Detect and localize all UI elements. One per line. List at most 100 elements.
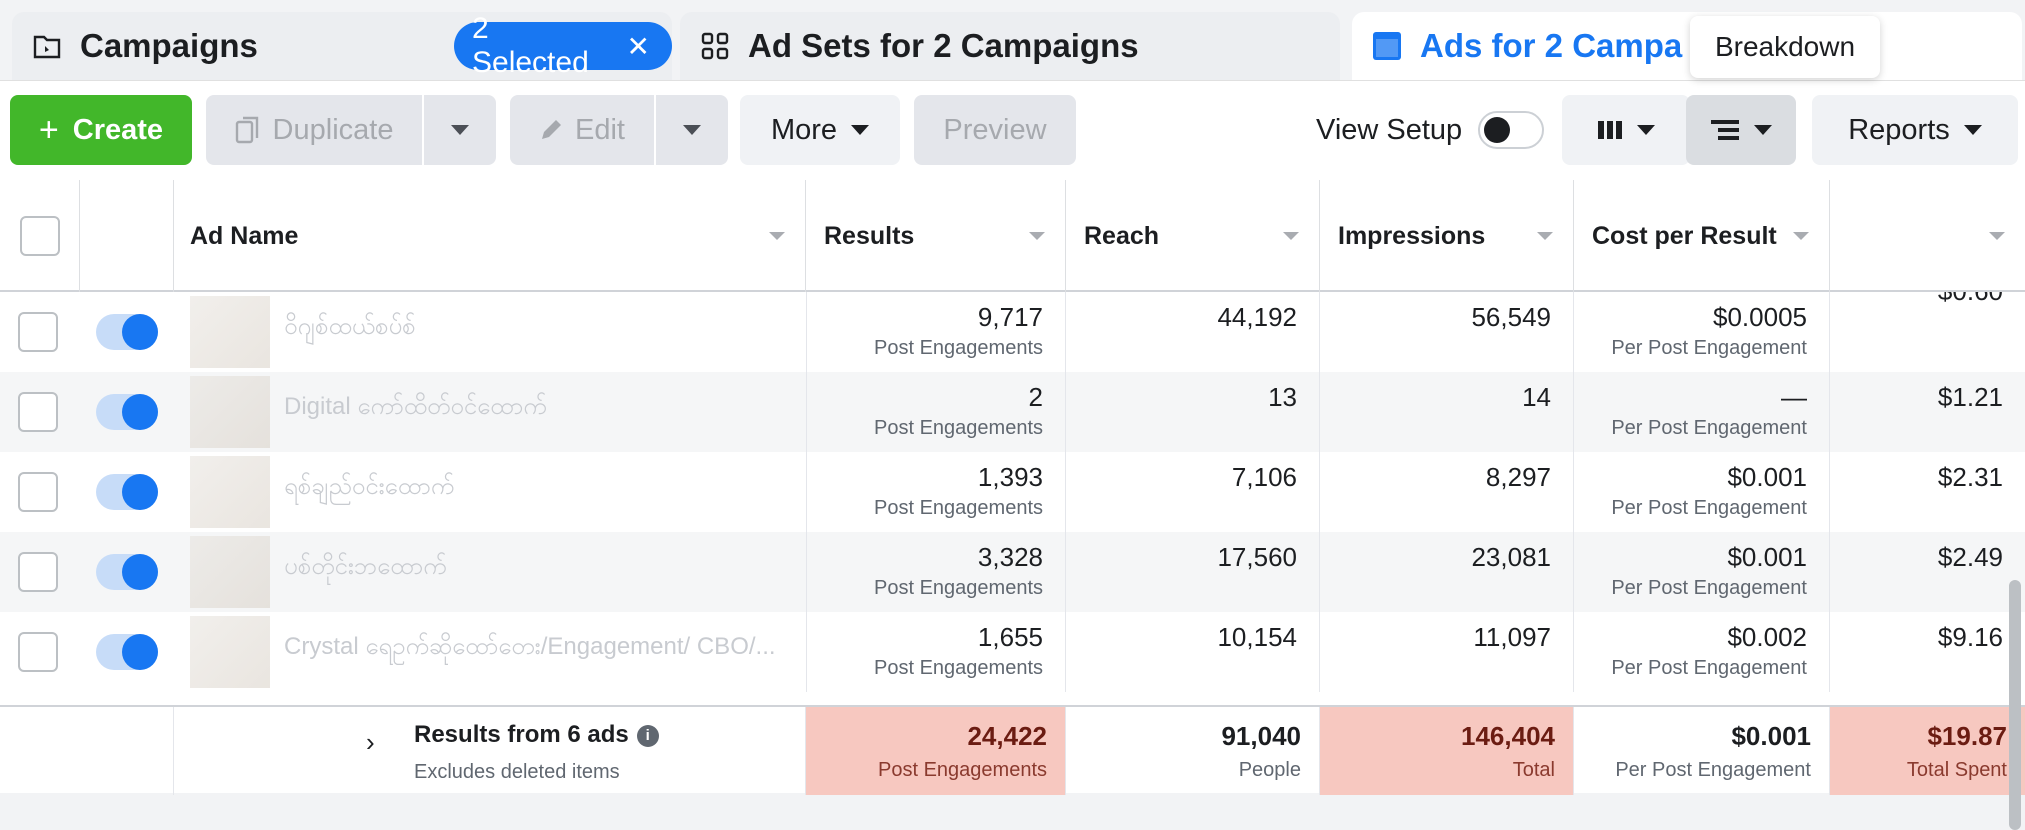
- impressions-cell: 14: [1320, 372, 1574, 452]
- cost-cell: $0.002 Per Post Engagement: [1574, 612, 1830, 692]
- table-row[interactable]: ဝိဂျစ်ထယ်စပ်စ် 9,717 Post Engagements 44…: [0, 292, 2025, 372]
- ad-status-toggle[interactable]: [96, 474, 158, 510]
- results-cell: 1,393 Post Engagements: [806, 452, 1066, 532]
- info-icon[interactable]: i: [636, 724, 659, 747]
- preview-label: Preview: [943, 113, 1047, 146]
- spent-cell: $1.21: [1830, 372, 2025, 452]
- breakdown-tooltip: Breakdown: [1690, 16, 1880, 78]
- edit-label: Edit: [575, 113, 625, 146]
- header-amount-spent[interactable]: [1830, 180, 2025, 292]
- total-reach-value: 91,040: [1221, 721, 1301, 751]
- vertical-scrollbar[interactable]: [2009, 580, 2021, 830]
- sort-icon[interactable]: [769, 232, 785, 240]
- header-cost-label: Cost per Result: [1592, 221, 1777, 250]
- select-all-checkbox[interactable]: [19, 216, 60, 256]
- columns-icon: [1597, 119, 1623, 141]
- view-setup-toggle[interactable]: [1478, 111, 1545, 149]
- more-button[interactable]: More: [740, 95, 900, 165]
- ad-status-toggle[interactable]: [96, 314, 158, 350]
- header-reach[interactable]: Reach: [1066, 180, 1320, 292]
- results-cell: 2 Post Engagements: [806, 372, 1066, 452]
- results-cell: 1,655 Post Engagements: [806, 612, 1066, 692]
- cost-value: —: [1781, 382, 1807, 412]
- ad-status-toggle[interactable]: [96, 554, 158, 590]
- toolbar: + Create Duplicate Edit More Preview Vie…: [0, 80, 2025, 180]
- chevron-down-icon: [851, 125, 870, 135]
- header-select-all-cell: [0, 180, 80, 292]
- sort-icon[interactable]: [1793, 232, 1809, 240]
- sort-icon[interactable]: [1989, 232, 2005, 240]
- sort-icon[interactable]: [1029, 232, 1045, 240]
- pencil-icon: [539, 118, 563, 142]
- row-checkbox[interactable]: [18, 392, 58, 432]
- header-cost-per-result[interactable]: Cost per Result: [1574, 180, 1830, 292]
- clear-selection-icon[interactable]: ✕: [626, 30, 650, 62]
- impressions-cell: 56,549: [1320, 292, 1574, 372]
- table-row[interactable]: Digital ကော်ထိတ်ဝင်ထောက် 2 Post Engageme…: [0, 372, 2025, 452]
- tab-ads[interactable]: Ads for 2 Campa: [1352, 12, 2022, 80]
- impressions-value: 14: [1522, 382, 1551, 412]
- total-impressions: 146,404 Total: [1320, 707, 1574, 795]
- row-checkbox[interactable]: [18, 632, 58, 672]
- chevron-down-icon: [683, 125, 701, 135]
- results-value: 3,328: [977, 542, 1043, 572]
- sort-icon[interactable]: [1537, 232, 1553, 240]
- reach-value: 7,106: [1231, 462, 1297, 492]
- reach-cell: 44,192: [1066, 292, 1320, 372]
- folder-icon: [32, 31, 62, 61]
- selected-badge[interactable]: 2 Selected ✕: [454, 12, 672, 79]
- ad-name-link[interactable]: ဝိဂျစ်ထယ်စပ်စ်: [284, 313, 416, 340]
- reach-cell: 17,560: [1066, 532, 1320, 612]
- cost-cell: $0.001 Per Post Engagement: [1574, 452, 1830, 532]
- sort-icon[interactable]: [1283, 232, 1299, 240]
- totals-title-text: Results from 6 ads: [414, 721, 629, 748]
- impressions-cell: 23,081: [1320, 532, 1574, 612]
- reach-cell: 10,154: [1066, 612, 1320, 692]
- ad-name-link[interactable]: ပစ်တိုင်းဘထောက်: [284, 553, 447, 580]
- cost-cell: $0.001 Per Post Engagement: [1574, 532, 1830, 612]
- tab-ad-sets[interactable]: Ad Sets for 2 Campaigns: [680, 12, 1340, 80]
- total-impressions-unit: Total: [1512, 759, 1555, 781]
- breakdown-button[interactable]: [1686, 95, 1796, 165]
- table-row[interactable]: ပစ်တိုင်းဘထောက် 3,328 Post Engagements 1…: [0, 532, 2025, 612]
- results-unit: Post Engagements: [874, 497, 1043, 519]
- table-header: Ad Name Results Reach Impressions Cost p…: [0, 180, 2025, 292]
- impressions-value: 8,297: [1485, 462, 1551, 492]
- totals-summary[interactable]: › Results from 6 ads i Excludes deleted i…: [174, 707, 806, 795]
- ad-thumbnail: [190, 296, 270, 368]
- row-checkbox[interactable]: [18, 472, 58, 512]
- tab-campaigns[interactable]: Campaigns 2 Selected ✕: [12, 12, 672, 80]
- create-button[interactable]: + Create: [10, 95, 192, 165]
- total-spent: $19.87 Total Spent: [1830, 707, 2025, 795]
- chevron-down-icon: [1637, 125, 1655, 135]
- chevron-down-icon: [1963, 125, 1982, 135]
- ad-window-icon: [1372, 31, 1402, 61]
- edit-dropdown-button[interactable]: [656, 95, 728, 165]
- chevron-right-icon[interactable]: ›: [366, 727, 375, 757]
- ad-status-toggle[interactable]: [96, 394, 158, 430]
- results-unit: Post Engagements: [874, 577, 1043, 599]
- reach-value: 17,560: [1217, 542, 1297, 572]
- header-ad-name[interactable]: Ad Name: [174, 180, 806, 292]
- total-results-unit: Post Engagements: [878, 759, 1047, 781]
- row-checkbox[interactable]: [18, 312, 58, 352]
- reports-label: Reports: [1848, 113, 1950, 146]
- breakdown-icon: [1710, 118, 1740, 142]
- header-impressions[interactable]: Impressions: [1320, 180, 1574, 292]
- preview-button[interactable]: Preview: [914, 95, 1076, 165]
- duplicate-dropdown-button[interactable]: [424, 95, 496, 165]
- row-checkbox[interactable]: [18, 552, 58, 592]
- header-results[interactable]: Results: [806, 180, 1066, 292]
- table-row[interactable]: ရစ်ချည်ဝင်းထောက် 1,393 Post Engagements …: [0, 452, 2025, 532]
- ad-name-link[interactable]: ရစ်ချည်ဝင်းထောက်: [284, 473, 455, 500]
- table-row[interactable]: Crystal ရေဥက်ဆိုထော်တေး/Engagement/ CBO/…: [0, 612, 2025, 692]
- edit-button[interactable]: Edit: [510, 95, 654, 165]
- duplicate-icon: [235, 116, 261, 144]
- columns-button[interactable]: [1562, 95, 1690, 165]
- impressions-value: 11,097: [1473, 622, 1551, 652]
- ad-status-toggle[interactable]: [96, 634, 158, 670]
- ad-name-link[interactable]: Digital ကော်ထိတ်ဝင်ထောက်: [284, 393, 547, 420]
- duplicate-button[interactable]: Duplicate: [206, 95, 422, 165]
- ad-name-link[interactable]: Crystal ရေဥက်ဆိုထော်တေး/Engagement/ CBO/…: [284, 633, 776, 660]
- reports-button[interactable]: Reports: [1812, 95, 2018, 165]
